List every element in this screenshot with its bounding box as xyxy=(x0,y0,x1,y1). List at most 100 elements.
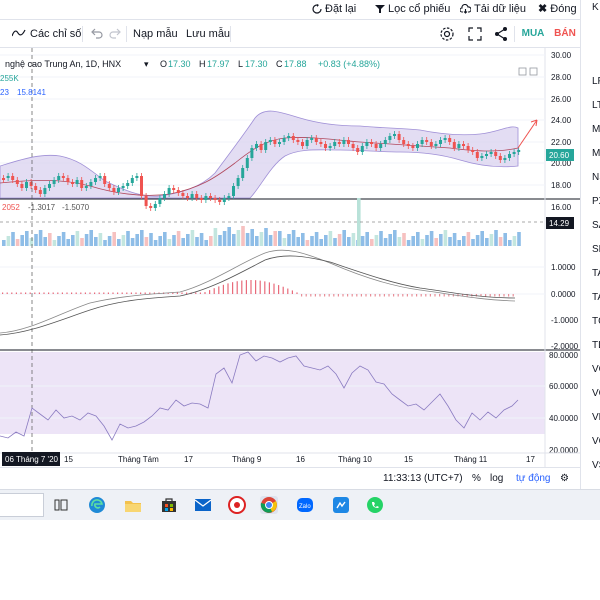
redo-icon[interactable] xyxy=(106,25,124,43)
watchlist-item[interactable]: VC xyxy=(592,364,600,375)
watchlist-item[interactable]: M xyxy=(592,124,600,135)
watchlist-item[interactable]: M xyxy=(592,148,600,159)
edge-browser-icon[interactable] xyxy=(88,496,106,514)
volume-bar xyxy=(296,237,300,246)
price-axis-label: 26.00 xyxy=(551,95,572,104)
price-axis-label: 22.00 xyxy=(551,138,572,147)
undo-icon[interactable] xyxy=(88,25,106,43)
volume-bar xyxy=(370,239,374,246)
candle-body xyxy=(52,180,56,184)
clock-display[interactable]: 11:33:13 (UTC+7) xyxy=(383,473,463,484)
macd-hist-bar xyxy=(291,290,293,294)
candle-body xyxy=(75,180,79,184)
volume-bar xyxy=(199,233,204,246)
messenger-app-icon[interactable] xyxy=(332,496,350,514)
stock-filter-button[interactable]: Lọc cổ phiếu xyxy=(375,1,450,17)
watchlist-item[interactable]: K xyxy=(592,2,599,13)
candle-body xyxy=(61,176,65,178)
watchlist-item[interactable]: LF xyxy=(592,76,600,87)
watchlist-item[interactable]: VN xyxy=(592,412,600,423)
chart-settings-gear-icon[interactable]: ⚙ xyxy=(560,473,569,484)
legend-dropdown-icon[interactable]: ▾ xyxy=(144,59,149,69)
volume-bar xyxy=(121,235,126,246)
volume-bar xyxy=(84,234,89,246)
taskbar-search-box[interactable] xyxy=(0,493,44,517)
candle-body xyxy=(11,176,15,180)
watchlist-item[interactable]: SA xyxy=(592,220,600,231)
indicators-button[interactable]: Các chỉ số xyxy=(11,26,81,42)
chrome-browser-icon[interactable] xyxy=(260,496,278,514)
candle-body xyxy=(287,136,291,138)
watchlist-strip: K LF LT M M NS PX SA SP TA TA TC TL VC VC VN VC VS xyxy=(580,0,600,520)
volume-bar xyxy=(43,237,47,246)
whatsapp-icon[interactable] xyxy=(366,496,384,514)
price-chart[interactable]: nghệ cao Trung An, 1D, HNX ▾ O 17.30 H 1… xyxy=(0,48,580,467)
volume-bar xyxy=(158,236,162,246)
percent-scale-toggle[interactable]: % xyxy=(472,473,481,484)
time-axis[interactable]: 15 Tháng Tám 17 Tháng 9 16 Tháng 10 15 Tháng 11… xyxy=(64,455,535,464)
gear-icon[interactable] xyxy=(438,25,456,43)
watchlist-item[interactable]: LT xyxy=(592,100,600,111)
macd-hist-bar xyxy=(52,292,54,294)
watchlist-item[interactable]: PX xyxy=(592,196,600,207)
macd-hist-bar xyxy=(6,292,8,294)
fullscreen-icon[interactable] xyxy=(466,25,484,43)
candle-body xyxy=(301,142,304,146)
price-axis[interactable]: 30.00 28.00 26.00 24.00 22.00 20.00 18.00 16.00 xyxy=(551,51,572,212)
watchlist-item[interactable]: TC xyxy=(592,316,600,327)
macd-hist-bar xyxy=(301,294,303,297)
macd-hist-bar xyxy=(374,294,376,297)
store-icon[interactable] xyxy=(160,496,178,514)
macd-hist-bar xyxy=(43,292,45,294)
download-data-button[interactable]: Tải dữ liệu xyxy=(459,1,526,17)
macd-hist-bar xyxy=(383,294,385,297)
auto-scale-toggle[interactable]: tự động xyxy=(516,473,551,484)
macd-hist-bar xyxy=(282,286,284,294)
file-explorer-icon[interactable] xyxy=(124,496,142,514)
watchlist-item[interactable]: VC xyxy=(592,436,600,447)
volume-bar xyxy=(98,233,103,246)
reset-button[interactable]: Đặt lại xyxy=(312,1,356,17)
mail-icon[interactable] xyxy=(194,496,212,514)
watchlist-item[interactable]: TA xyxy=(592,292,600,303)
save-template-button[interactable]: Lưu mẫu xyxy=(186,28,231,40)
candle-body xyxy=(402,140,406,144)
volume-bar xyxy=(420,239,425,246)
watchlist-item[interactable]: NS xyxy=(592,172,600,183)
candle-body xyxy=(365,142,369,146)
volume-bar xyxy=(457,240,461,246)
watchlist-item[interactable]: VS xyxy=(592,460,600,471)
candle-body xyxy=(370,142,373,144)
buy-button[interactable]: MUA xyxy=(521,28,545,39)
log-scale-toggle[interactable]: log xyxy=(490,473,504,484)
sell-button[interactable]: BÁN xyxy=(554,28,576,39)
task-view-icon[interactable] xyxy=(52,496,70,514)
macd-hist-bar xyxy=(250,280,252,294)
pane-collapse-icon[interactable] xyxy=(529,67,538,76)
macd-hist-bar xyxy=(153,292,155,294)
watchlist-item[interactable]: SP xyxy=(592,244,600,255)
zalo-icon[interactable]: Zalo xyxy=(296,496,314,514)
candle-body xyxy=(130,178,134,183)
volume-bar xyxy=(319,239,323,246)
symbol-title[interactable]: nghệ cao Trung An, 1D, HNX xyxy=(5,59,121,69)
pane-maximize-icon[interactable] xyxy=(518,67,527,76)
candle-body xyxy=(89,182,93,186)
candle-body xyxy=(2,178,5,180)
macd-hist-bar xyxy=(11,292,13,294)
watchlist-item[interactable]: VC xyxy=(592,388,600,399)
volume-bar xyxy=(89,230,93,246)
candle-body xyxy=(181,193,185,196)
candle-body xyxy=(245,158,249,168)
watchlist-item[interactable]: TA xyxy=(592,268,600,279)
watchlist-item[interactable]: TL xyxy=(592,340,600,351)
share-icon[interactable] xyxy=(492,25,510,43)
load-template-button[interactable]: Nạp mẫu xyxy=(133,28,178,40)
volume-bar xyxy=(374,235,379,246)
macd-hist-bar xyxy=(144,292,146,294)
close-button[interactable]: ✖ Đóng xyxy=(538,1,577,17)
antivirus-icon[interactable] xyxy=(228,496,246,514)
candle-body xyxy=(494,152,498,156)
candle-body xyxy=(172,188,176,190)
close-label: Đóng xyxy=(550,3,577,15)
